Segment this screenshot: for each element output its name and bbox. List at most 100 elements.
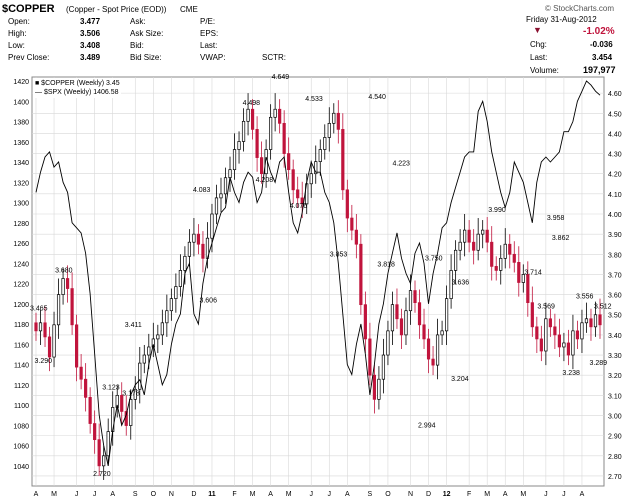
price-annotation: 3.289 xyxy=(589,360,607,367)
x-tick-label: A xyxy=(268,491,273,498)
x-tick-label: J xyxy=(93,491,97,498)
candle-body xyxy=(508,243,512,255)
left-tick-label: 1240 xyxy=(13,261,29,268)
candle-body xyxy=(165,310,169,324)
price-annotation: 3.853 xyxy=(330,251,348,258)
candle-body xyxy=(449,270,453,299)
candle-body xyxy=(571,330,575,356)
candle-body xyxy=(408,290,413,312)
candle-body xyxy=(219,193,223,199)
candle-body xyxy=(201,243,205,259)
candle-body xyxy=(589,318,593,328)
candle-body xyxy=(88,396,92,424)
candle-body xyxy=(102,455,106,467)
candle-body xyxy=(372,374,376,400)
left-tick-label: 1300 xyxy=(13,201,29,208)
high-value: 3.506 xyxy=(80,29,101,38)
price-annotation: 4.540 xyxy=(368,94,386,101)
candle-body xyxy=(327,122,331,138)
candle-body xyxy=(598,314,602,326)
x-tick-label: A xyxy=(34,491,39,498)
x-tick-label: A xyxy=(345,491,350,498)
candle-body xyxy=(192,233,196,243)
down-arrow-icon: ▼ xyxy=(533,25,542,35)
candle-body xyxy=(476,233,480,251)
right-tick-label: 3.00 xyxy=(608,413,622,420)
candle-body xyxy=(160,322,164,336)
price-annotation: 3.465 xyxy=(30,306,48,313)
candle-body xyxy=(580,322,584,340)
right-tick-label: 3.90 xyxy=(608,232,622,239)
right-tick-label: 3.20 xyxy=(608,373,622,380)
x-tick-label: J xyxy=(328,491,332,498)
candle-body xyxy=(440,330,444,336)
candle-body xyxy=(548,318,552,328)
candle-body xyxy=(368,338,372,376)
right-tick-label: 3.10 xyxy=(608,393,622,400)
price-annotation: 3.990 xyxy=(488,207,506,214)
watermark: © StockCharts.com xyxy=(545,4,615,13)
candle-body xyxy=(142,354,146,364)
candle-body xyxy=(521,274,525,283)
candle-body xyxy=(467,229,471,243)
price-annotation: 4.223 xyxy=(392,161,410,168)
price-annotation: 3.862 xyxy=(552,235,570,242)
price-annotation: 3.714 xyxy=(524,269,542,276)
left-tick-label: 1380 xyxy=(13,120,29,127)
candle-body xyxy=(454,249,458,271)
left-tick-label: 1340 xyxy=(13,160,29,167)
legend-copper: ■ $COPPER (Weekly) 3.45 xyxy=(35,80,120,87)
chg-label: Chg: xyxy=(530,40,547,49)
candle-body xyxy=(287,153,291,171)
candle-body xyxy=(422,324,426,340)
candle-body xyxy=(426,338,431,360)
candle-body xyxy=(237,141,241,150)
legend-box xyxy=(33,78,121,98)
candle-body xyxy=(490,241,494,267)
candle-body xyxy=(296,189,300,199)
low-label: Low: xyxy=(8,41,25,50)
candle-body xyxy=(75,324,79,368)
candle-body xyxy=(390,304,395,332)
x-tick-label: S xyxy=(133,491,138,498)
right-tick-label: 3.70 xyxy=(608,272,622,279)
x-tick-label: 12 xyxy=(443,491,451,498)
x-tick-label: J xyxy=(562,491,566,498)
candle-body xyxy=(494,266,498,271)
left-tick-label: 1360 xyxy=(13,140,29,147)
price-annotation: 3.680 xyxy=(55,267,73,274)
candle-body xyxy=(404,310,408,336)
right-tick-label: 4.10 xyxy=(608,192,622,199)
open-value: 3.477 xyxy=(80,17,101,26)
right-tick-label: 3.80 xyxy=(608,252,622,259)
candle-body xyxy=(318,149,322,162)
left-tick-label: 1180 xyxy=(14,322,29,329)
price-annotation: 3.411 xyxy=(125,322,142,329)
candle-body xyxy=(444,298,449,332)
candle-body xyxy=(458,241,462,251)
candle-body xyxy=(151,338,155,348)
last-value: 3.454 xyxy=(592,53,613,62)
x-tick-label: O xyxy=(151,491,157,498)
candle-body xyxy=(106,431,110,457)
left-tick-label: 1100 xyxy=(14,403,29,410)
x-tick-label: A xyxy=(503,491,508,498)
right-tick-label: 4.00 xyxy=(608,212,622,219)
candle-body xyxy=(260,157,264,175)
right-tick-label: 4.20 xyxy=(608,172,622,179)
low-value: 3.408 xyxy=(80,41,101,50)
right-tick-label: 2.70 xyxy=(608,474,622,481)
price-annotation: 3.569 xyxy=(537,304,555,311)
ask-label: Ask: xyxy=(130,17,146,26)
candle-body xyxy=(557,334,561,348)
symbol-title: $COPPER xyxy=(2,3,55,15)
left-tick-label: 1060 xyxy=(13,444,29,451)
price-annotation: 3.750 xyxy=(425,255,443,262)
x-tick-label: J xyxy=(309,491,313,498)
candle-body xyxy=(38,322,43,332)
left-tick-label: 1140 xyxy=(14,363,29,370)
candle-body xyxy=(138,362,142,390)
x-tick-label: D xyxy=(191,491,196,498)
candle-body xyxy=(345,189,349,219)
